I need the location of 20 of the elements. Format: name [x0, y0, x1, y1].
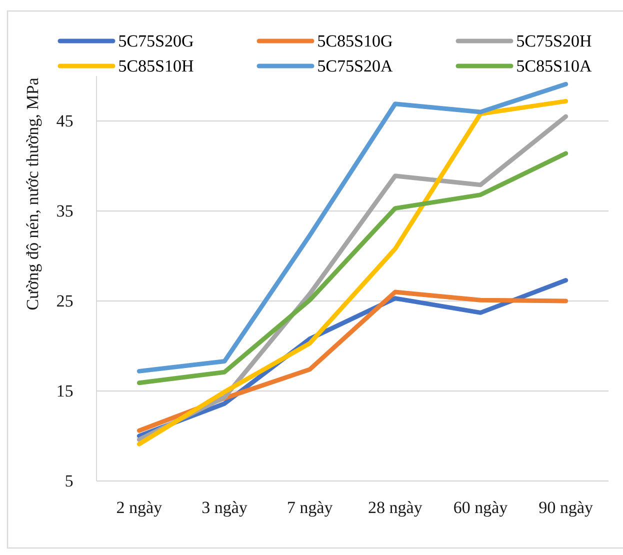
y-tick-label: 25 [57, 295, 73, 307]
legend-label: 5C75S20G [119, 35, 194, 47]
legend-label: 5C85S10G [318, 35, 392, 47]
line-series [136, 82, 568, 374]
x-tick-label: 28 ngày [368, 501, 422, 517]
x-tick-label: 90 ngày [539, 501, 593, 517]
legend-label: 5C85S10A [517, 60, 592, 72]
y-tick-label: 45 [56, 115, 73, 127]
y-tick-label: 5 [66, 475, 73, 487]
y-tick-label: 35 [57, 205, 73, 217]
x-tick-label: 7 ngày [288, 501, 333, 517]
x-tick-label: 3 ngày [202, 501, 248, 517]
x-tick-label: 60 ngày [454, 501, 508, 517]
legend-label: 5C75S20A [318, 60, 393, 72]
legend-label: 5C75S20H [517, 35, 592, 47]
y-tick-label: 15 [58, 385, 73, 397]
legend-label: 5C85S10H [119, 60, 194, 72]
y-axis-title: Cường độ nén, nước thường, MPa [26, 78, 42, 310]
x-tick-label: 2 ngày [117, 501, 162, 517]
line-series [136, 151, 568, 386]
